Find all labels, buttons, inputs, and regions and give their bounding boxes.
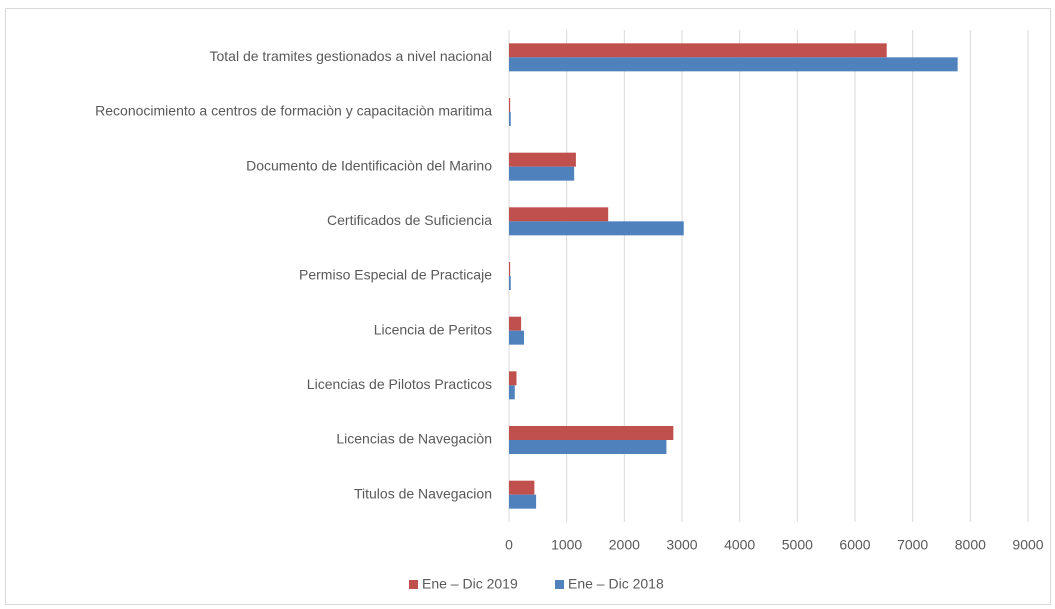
chart-border (5, 8, 1051, 605)
x-tick-label: 9000 (1012, 537, 1043, 553)
x-tick-label: 7000 (897, 537, 928, 553)
bar (509, 330, 524, 345)
legend-swatch (555, 580, 564, 589)
bar (509, 316, 522, 331)
bar (509, 57, 958, 72)
y-tick-label: Total de tramites gestionados a nivel na… (209, 48, 492, 64)
bar (509, 276, 511, 290)
legend-label: Ene – Dic 2018 (568, 576, 664, 592)
bar (509, 166, 575, 181)
bar (509, 262, 511, 276)
y-tick-label: Titulos de Navegacion (354, 485, 492, 501)
y-tick-label: Licencias de Pilotos Practicos (307, 376, 492, 392)
x-tick-label: 5000 (782, 537, 813, 553)
bar (509, 43, 887, 58)
y-tick-label: Certificados de Suficiencia (327, 212, 492, 228)
x-tick-label: 6000 (839, 537, 870, 553)
x-tick-label: 3000 (666, 537, 697, 553)
bar (509, 98, 511, 112)
bar (509, 385, 515, 400)
bar (509, 480, 535, 495)
x-tick-label: 1000 (551, 537, 582, 553)
x-tick-label: 4000 (724, 537, 755, 553)
bar (509, 371, 517, 386)
bar (509, 207, 609, 222)
bar (509, 426, 674, 440)
y-tick-label: Reconocimiento a centros de formaciòn y … (95, 103, 492, 119)
bar (509, 152, 576, 167)
y-tick-label: Licencia de Peritos (374, 321, 492, 337)
legend-label: Ene – Dic 2019 (422, 576, 518, 592)
y-tick-label: Licencias de Navegaciòn (336, 431, 492, 447)
bar (509, 494, 537, 509)
y-tick-label: Permiso Especial de Practicaje (299, 267, 492, 283)
x-tick-label: 2000 (609, 537, 640, 553)
x-tick-label: 0 (505, 537, 513, 553)
bar (509, 112, 511, 126)
x-tick-label: 8000 (955, 537, 986, 553)
legend-swatch (409, 580, 418, 589)
bar (509, 440, 667, 454)
bar (509, 221, 684, 236)
y-tick-label: Documento de Identificaciòn del Marino (246, 157, 492, 173)
